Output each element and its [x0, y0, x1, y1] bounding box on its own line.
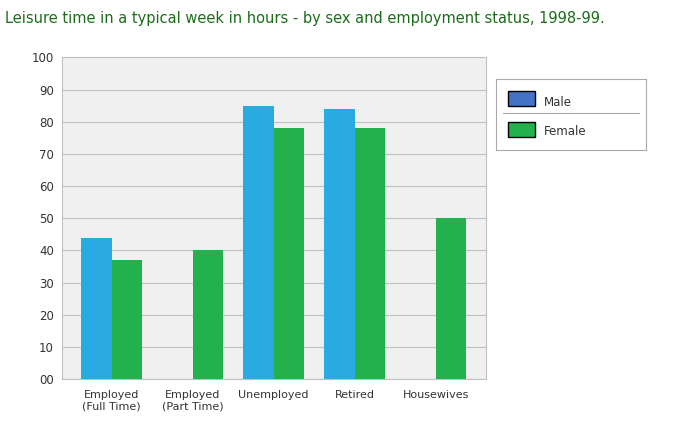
- Bar: [274, 128, 304, 379]
- Bar: [243, 105, 274, 379]
- Text: Male: Male: [544, 96, 572, 109]
- Bar: [111, 260, 142, 379]
- FancyBboxPatch shape: [508, 91, 535, 106]
- Bar: [324, 109, 354, 379]
- Bar: [354, 128, 385, 379]
- Text: Female: Female: [544, 125, 587, 138]
- Text: Leisure time in a typical week in hours - by sex and employment status, 1998-99.: Leisure time in a typical week in hours …: [5, 11, 605, 26]
- Bar: [436, 218, 466, 379]
- Bar: [193, 250, 224, 379]
- Bar: [81, 238, 111, 379]
- FancyBboxPatch shape: [508, 122, 535, 137]
